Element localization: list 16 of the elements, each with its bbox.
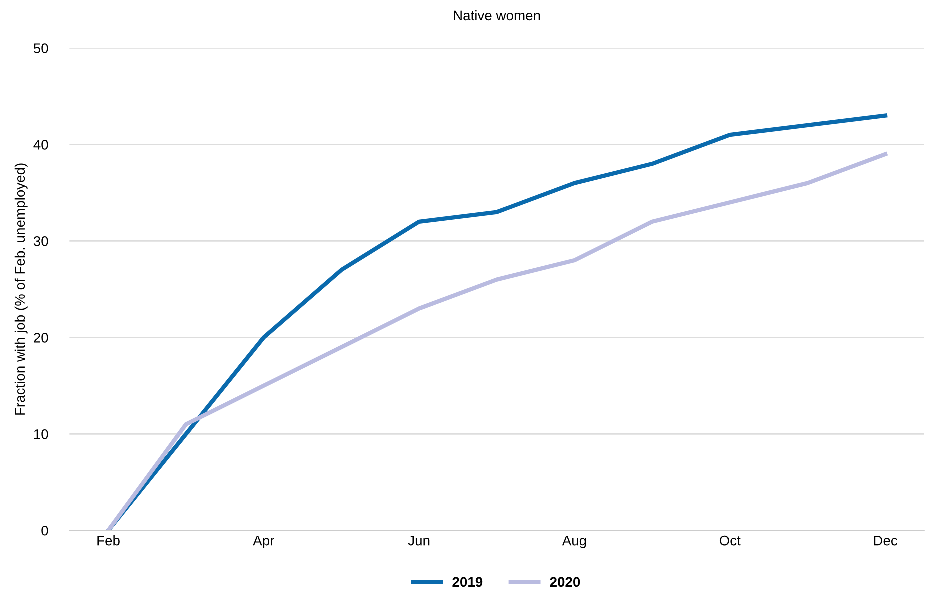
x-tick-label: Jun (408, 536, 430, 546)
legend-label: 2019 (452, 577, 483, 588)
y-tick-label: 0 (42, 526, 48, 536)
y-tick-label: 50 (34, 44, 48, 54)
y-axis-title: Fraction with job (% of Feb. unemployed) (14, 164, 28, 415)
y-tick-label: 10 (34, 429, 48, 440)
x-tick-label: Aug (562, 536, 586, 548)
y-tick-label: 40 (34, 140, 48, 150)
x-tick-label: Oct (720, 536, 741, 546)
x-tick-label: Apr (253, 536, 274, 548)
y-tick-label: 30 (34, 236, 48, 246)
y-tick-label: 20 (34, 333, 48, 343)
x-tick-label: Dec (874, 536, 898, 546)
x-tick-label: Feb (98, 536, 120, 546)
chart-title: Native women (454, 10, 540, 21)
legend-label: 2020 (550, 577, 580, 588)
